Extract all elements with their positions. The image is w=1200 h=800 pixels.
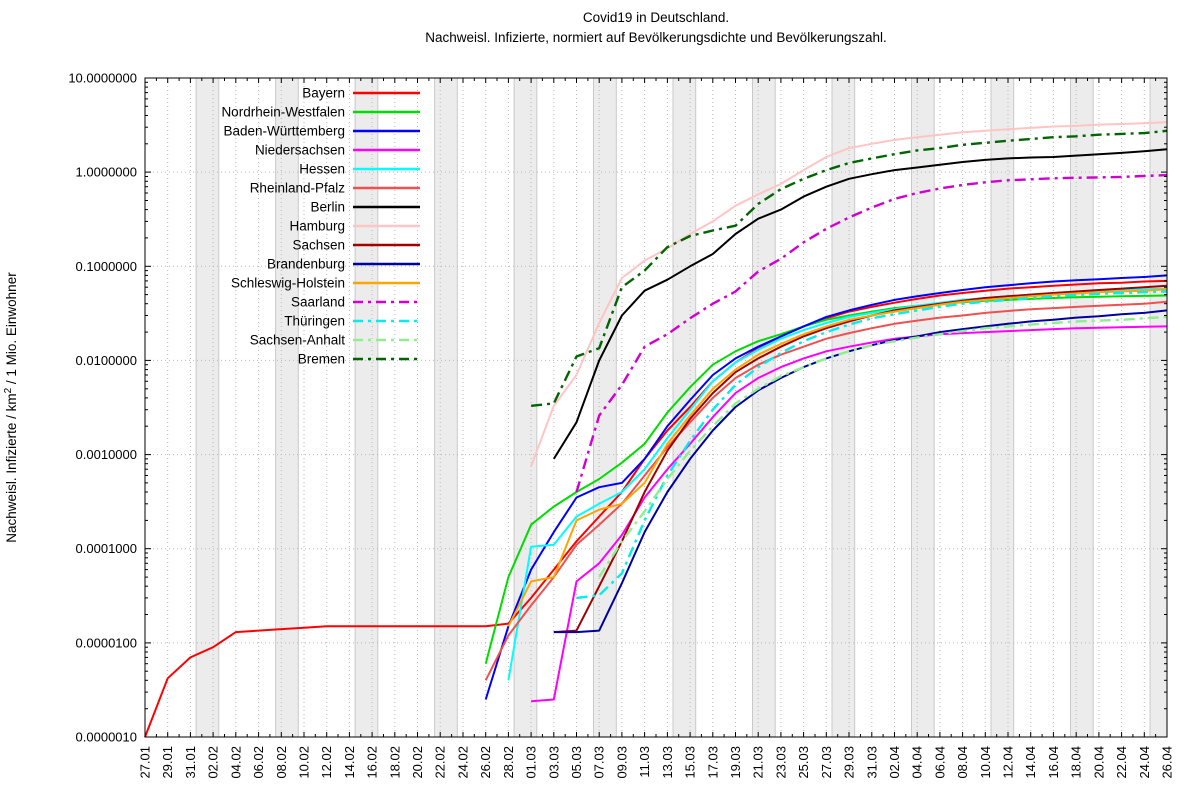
series-line-bremen [530, 129, 1168, 407]
x-tick-label: 27.01 [138, 746, 153, 779]
x-tick-label: 09.03 [614, 746, 629, 779]
series-line-sachsen-anhalt [598, 315, 1168, 578]
x-tick-label: 06.04 [932, 746, 947, 779]
series-line-baden-w-rttemberg [484, 274, 1168, 700]
series-line-nordrhein-westfalen [484, 294, 1168, 664]
x-tick-label: 18.04 [1069, 746, 1084, 779]
weekend-band [832, 78, 855, 737]
x-tick-label: 12.04 [1001, 746, 1016, 779]
y-tick-label: 0.0000010 [76, 730, 137, 745]
weekend-band [911, 78, 935, 737]
x-tick-label: 22.02 [433, 746, 448, 779]
x-tick-label: 29.03 [842, 746, 857, 779]
x-tick-label: 10.02 [297, 746, 312, 779]
x-tick-label: 11.03 [637, 746, 652, 778]
legend-label-saarland: Saarland [291, 295, 345, 310]
x-tick-label: 04.04 [910, 746, 925, 779]
x-tick-label: 26.02 [478, 746, 493, 779]
x-tick-label: 26.04 [1160, 746, 1175, 779]
x-tick-label: 23.03 [773, 746, 788, 779]
x-tick-label: 16.04 [1046, 746, 1061, 779]
y-tick-label: 0.1000000 [76, 259, 137, 274]
legend-label-brandenburg: Brandenburg [267, 257, 345, 272]
legend-label-sachsen: Sachsen [292, 238, 345, 253]
x-tick-label: 10.04 [978, 746, 993, 779]
legend-label-bayern: Bayern [302, 86, 345, 101]
x-tick-label: 20.04 [1091, 746, 1106, 779]
legend-label-th-ringen: Thüringen [284, 314, 345, 329]
x-tick-label: 02.02 [206, 746, 221, 779]
x-tick-label: 19.03 [728, 746, 743, 779]
x-tick-label: 12.02 [319, 746, 334, 779]
weekend-band [434, 78, 458, 737]
y-tick-label: 1.0000000 [76, 165, 137, 180]
legend-label-hamburg: Hamburg [289, 219, 345, 234]
x-tick-label: 15.03 [683, 746, 698, 779]
x-tick-label: 29.01 [160, 746, 175, 779]
x-tick-label: 01.03 [524, 746, 539, 779]
x-tick-label: 22.04 [1114, 746, 1129, 779]
y-tick-label: 0.0000100 [76, 635, 137, 650]
legend-label-hessen: Hessen [299, 162, 345, 177]
title-block: Covid19 in Deutschland. Nachweisl. Infiz… [145, 8, 1167, 48]
legend-label-rheinland-pfalz: Rheinland-Pfalz [250, 181, 346, 196]
x-tick-label: 31.01 [183, 746, 198, 779]
weekend-band [196, 78, 219, 737]
x-tick-label: 03.03 [546, 746, 561, 779]
y-axis-title: Nachweisl. Infizierte / km2 / 1 Mio. Ein… [3, 272, 19, 543]
chart-subtitle: Nachweisl. Infizierte, normiert auf Bevö… [425, 30, 887, 45]
x-tick-label: 16.02 [365, 746, 380, 779]
series-line-th-ringen [576, 290, 1168, 600]
y-tick-label: 0.0001000 [76, 541, 137, 556]
x-tick-label: 25.03 [796, 746, 811, 779]
weekend-band [355, 78, 378, 737]
x-tick-label: 21.03 [751, 746, 766, 779]
x-tick-label: 13.03 [660, 746, 675, 779]
legend-label-niedersachsen: Niedersachsen [255, 143, 345, 158]
series-line-saarland [575, 173, 1168, 493]
legend-label-berlin: Berlin [310, 200, 345, 215]
x-tick-label: 08.02 [274, 746, 289, 779]
weekend-band [514, 78, 537, 737]
series-line-berlin [552, 148, 1168, 460]
y-tick-label: 10.0000000 [68, 71, 137, 86]
weekend-band [752, 78, 776, 737]
legend-label-bremen: Bremen [298, 352, 345, 367]
x-tick-label: 18.02 [387, 746, 402, 779]
series-line-brandenburg [553, 309, 1168, 634]
legend-label-nordrhein-westfalen: Nordrhein-Westfalen [221, 105, 345, 120]
series-line-rheinland-pfalz [484, 300, 1168, 681]
x-tick-label: 24.04 [1137, 746, 1152, 779]
legend-label-baden-w-rttemberg: Baden-Württemberg [223, 124, 345, 139]
legend-label-sachsen-anhalt: Sachsen-Anhalt [250, 333, 346, 348]
x-tick-label: 07.03 [592, 746, 607, 779]
x-tick-label: 14.02 [342, 746, 357, 779]
weekend-band [275, 78, 299, 737]
x-tick-label: 02.04 [887, 746, 902, 779]
series-line-bayern [144, 279, 1168, 738]
x-tick-label: 31.03 [864, 746, 879, 779]
y-tick-label: 0.0010000 [76, 447, 137, 462]
series-line-schleswig-holstein [507, 288, 1168, 627]
x-tick-label: 27.03 [819, 746, 834, 779]
x-tick-label: 06.02 [251, 746, 266, 779]
weekend-band [1150, 78, 1167, 737]
x-tick-label: 28.02 [501, 746, 516, 779]
x-tick-label: 24.02 [456, 746, 471, 779]
x-tick-label: 14.04 [1023, 746, 1038, 779]
chart-title: Covid19 in Deutschland. [582, 10, 730, 25]
x-tick-label: 05.03 [569, 746, 584, 779]
y-tick-label: 0.0100000 [76, 353, 137, 368]
x-tick-label: 20.02 [410, 746, 425, 779]
weekend-band [991, 78, 1014, 737]
series-line-hamburg [530, 121, 1168, 467]
x-tick-label: 17.03 [705, 746, 720, 779]
x-tick-label: 08.04 [955, 746, 970, 779]
x-tick-label: 04.02 [228, 746, 243, 779]
legend-label-schleswig-holstein: Schleswig-Holstein [231, 276, 345, 291]
